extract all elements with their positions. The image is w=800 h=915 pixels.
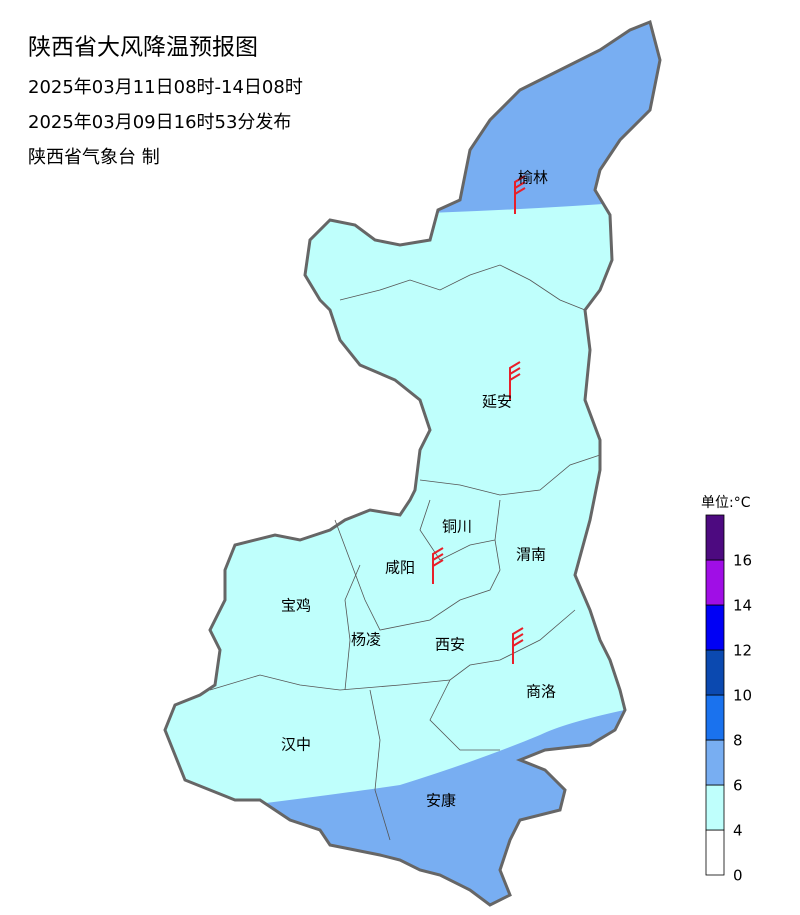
issue-time: 2025年03月09日16时53分发布 [28,112,291,133]
legend-tick-label: 0 [733,867,743,885]
city-label: 商洛 [526,683,556,701]
legend-tick-label: 12 [733,642,752,660]
legend-swatch [705,559,725,606]
city-label: 渭南 [516,546,546,564]
valid-period: 2025年03月11日08时-14日08时 [28,77,303,98]
wind-barbs [432,175,526,664]
boundaries [209,264,601,841]
legend-tick-label: 4 [733,822,743,840]
legend-swatch [705,514,725,561]
city-label: 铜川 [442,518,472,536]
legend-tick-label: 14 [733,597,752,615]
zone-6-8-north [165,22,660,219]
city-label: 榆林 [518,169,548,187]
city-label: 咸阳 [385,559,415,577]
city-label: 宝鸡 [281,597,311,615]
title: 陕西省大风降温预报图 [28,35,258,61]
legend-tick-label: 16 [733,552,752,570]
city-label: 汉中 [281,736,311,754]
city-label: 安康 [426,792,456,810]
publisher: 陕西省气象台 制 [28,147,160,168]
legend-tick-label: 6 [733,777,743,795]
legend-tick-label: 8 [733,732,743,750]
legend-tick-label: 10 [733,687,752,705]
city-label: 延安 [482,393,512,411]
legend-swatch [705,604,725,651]
legend-swatch [705,829,725,876]
city-label: 西安 [435,636,465,654]
legend-swatch [705,739,725,786]
legend-swatch [705,784,725,831]
legend-swatch [705,694,725,741]
legend-swatch [705,649,725,696]
city-label: 杨凌 [351,631,381,649]
legend-unit: 单位:°C [701,495,751,511]
